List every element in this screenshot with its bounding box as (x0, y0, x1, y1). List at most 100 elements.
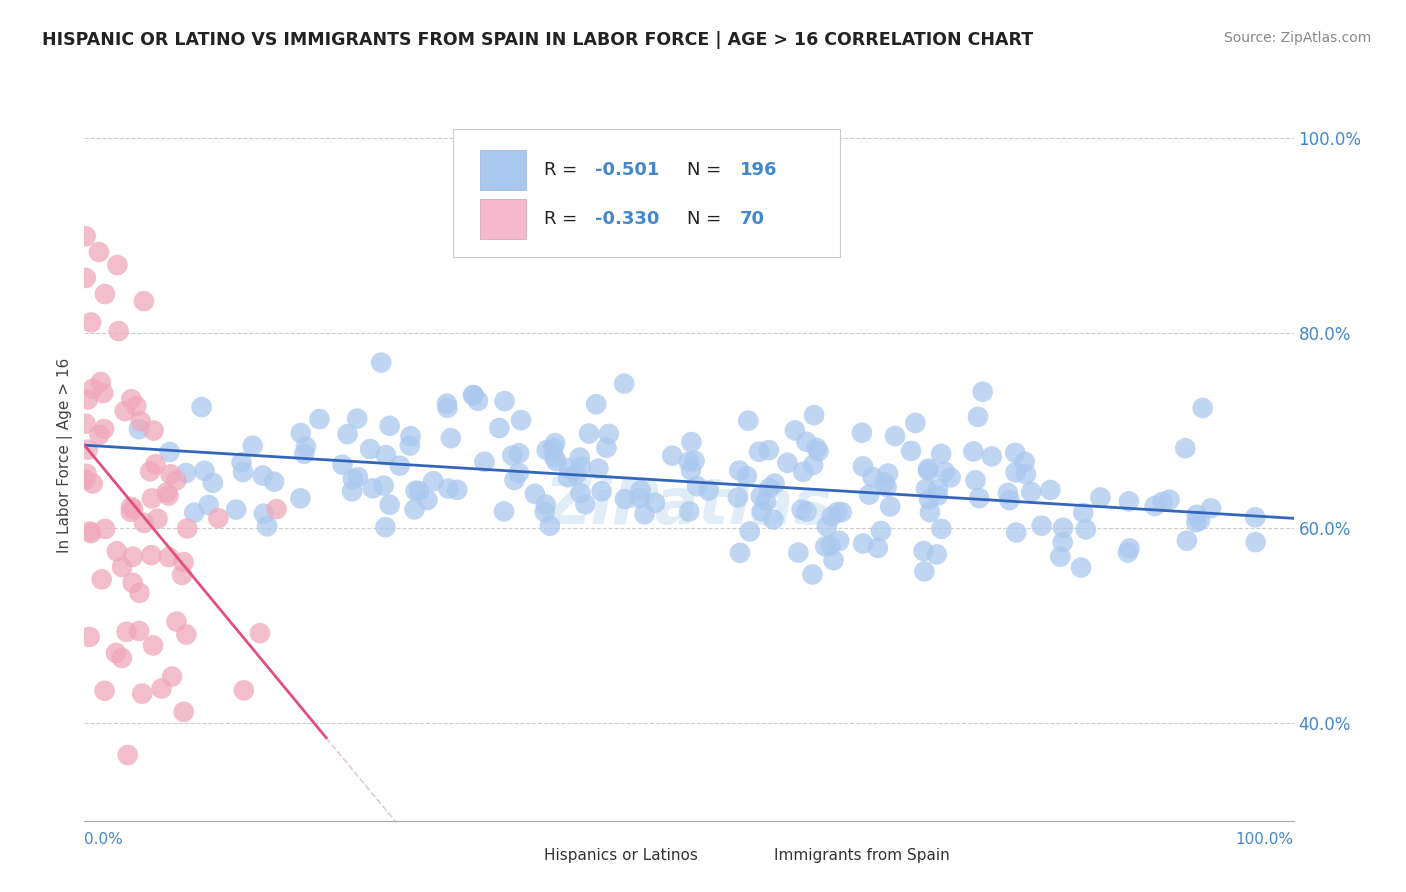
Point (157, 489, 180, 503)
Point (1143, 499, 1166, 513)
Point (240, 833, 263, 847)
Point (347, 470, 370, 484)
Point (1015, 467, 1038, 482)
Point (170, 568, 193, 582)
Point (915, 482, 938, 496)
Text: R =: R = (544, 211, 583, 228)
Point (728, 546, 751, 560)
Point (94, 287, 117, 301)
Point (569, 459, 592, 474)
Point (1175, 533, 1198, 548)
Point (117, 747, 139, 762)
Point (997, 486, 1019, 500)
Point (374, 520, 396, 534)
Point (359, 442, 381, 456)
Point (408, 483, 430, 498)
Point (536, 443, 558, 458)
Point (1199, 501, 1222, 516)
Point (574, 497, 596, 511)
Point (501, 449, 523, 463)
Text: Source: ZipAtlas.com: Source: ZipAtlas.com (1223, 31, 1371, 45)
Point (492, 504, 515, 518)
Point (796, 505, 818, 519)
FancyBboxPatch shape (453, 129, 841, 258)
Point (146, 512, 169, 526)
Point (256, 519, 278, 533)
Point (157, 549, 180, 564)
Point (917, 461, 939, 475)
Point (1188, 513, 1211, 527)
Point (1118, 541, 1140, 556)
Point (90, 375, 112, 389)
Point (422, 474, 444, 488)
Point (510, 413, 533, 427)
Point (225, 502, 247, 516)
Point (107, 258, 129, 272)
Point (89, 427, 111, 442)
Text: 70: 70 (740, 211, 765, 228)
Point (128, 586, 150, 600)
Point (1014, 455, 1036, 469)
Point (749, 489, 772, 503)
Point (613, 376, 636, 391)
Point (80, 526, 103, 541)
Point (852, 536, 875, 550)
Point (446, 483, 468, 497)
Point (565, 467, 588, 482)
Point (125, 399, 148, 413)
Point (972, 384, 994, 399)
Point (737, 414, 759, 428)
Point (207, 511, 229, 525)
Point (503, 473, 526, 487)
Text: Immigrants from Spain: Immigrants from Spain (773, 847, 949, 863)
Point (1052, 535, 1074, 549)
Text: -0.501: -0.501 (595, 161, 659, 179)
Point (783, 424, 806, 438)
Point (87, 245, 110, 260)
Point (131, 687, 153, 701)
Point (141, 548, 163, 562)
Point (1004, 466, 1026, 480)
Point (1039, 483, 1062, 497)
Point (823, 553, 845, 567)
Point (332, 458, 354, 472)
Point (931, 522, 953, 536)
Point (404, 502, 426, 516)
Point (80, 316, 103, 330)
Point (231, 455, 253, 469)
Point (120, 392, 142, 407)
Point (1185, 508, 1208, 522)
Point (142, 639, 165, 653)
Point (183, 506, 205, 520)
Text: -0.330: -0.330 (595, 211, 659, 228)
Point (1159, 492, 1181, 507)
Point (925, 548, 948, 562)
Point (79, 630, 101, 644)
Point (128, 422, 150, 436)
Point (852, 459, 875, 474)
Point (173, 555, 195, 569)
Point (159, 467, 181, 482)
Point (792, 465, 814, 479)
Point (796, 434, 818, 449)
Text: 100.0%: 100.0% (1236, 832, 1294, 847)
Point (595, 441, 617, 455)
Point (758, 443, 780, 458)
Point (927, 482, 949, 496)
Point (105, 646, 128, 660)
Point (295, 440, 318, 454)
Point (661, 449, 683, 463)
Point (463, 388, 485, 402)
Point (815, 520, 838, 534)
Point (1244, 510, 1267, 524)
Point (114, 404, 136, 418)
Point (633, 507, 655, 521)
Point (121, 575, 143, 590)
Point (1185, 516, 1208, 530)
Point (263, 475, 285, 489)
Point (128, 624, 150, 638)
Point (82, 382, 104, 396)
Point (557, 470, 579, 484)
Point (508, 446, 530, 460)
Point (807, 444, 830, 458)
